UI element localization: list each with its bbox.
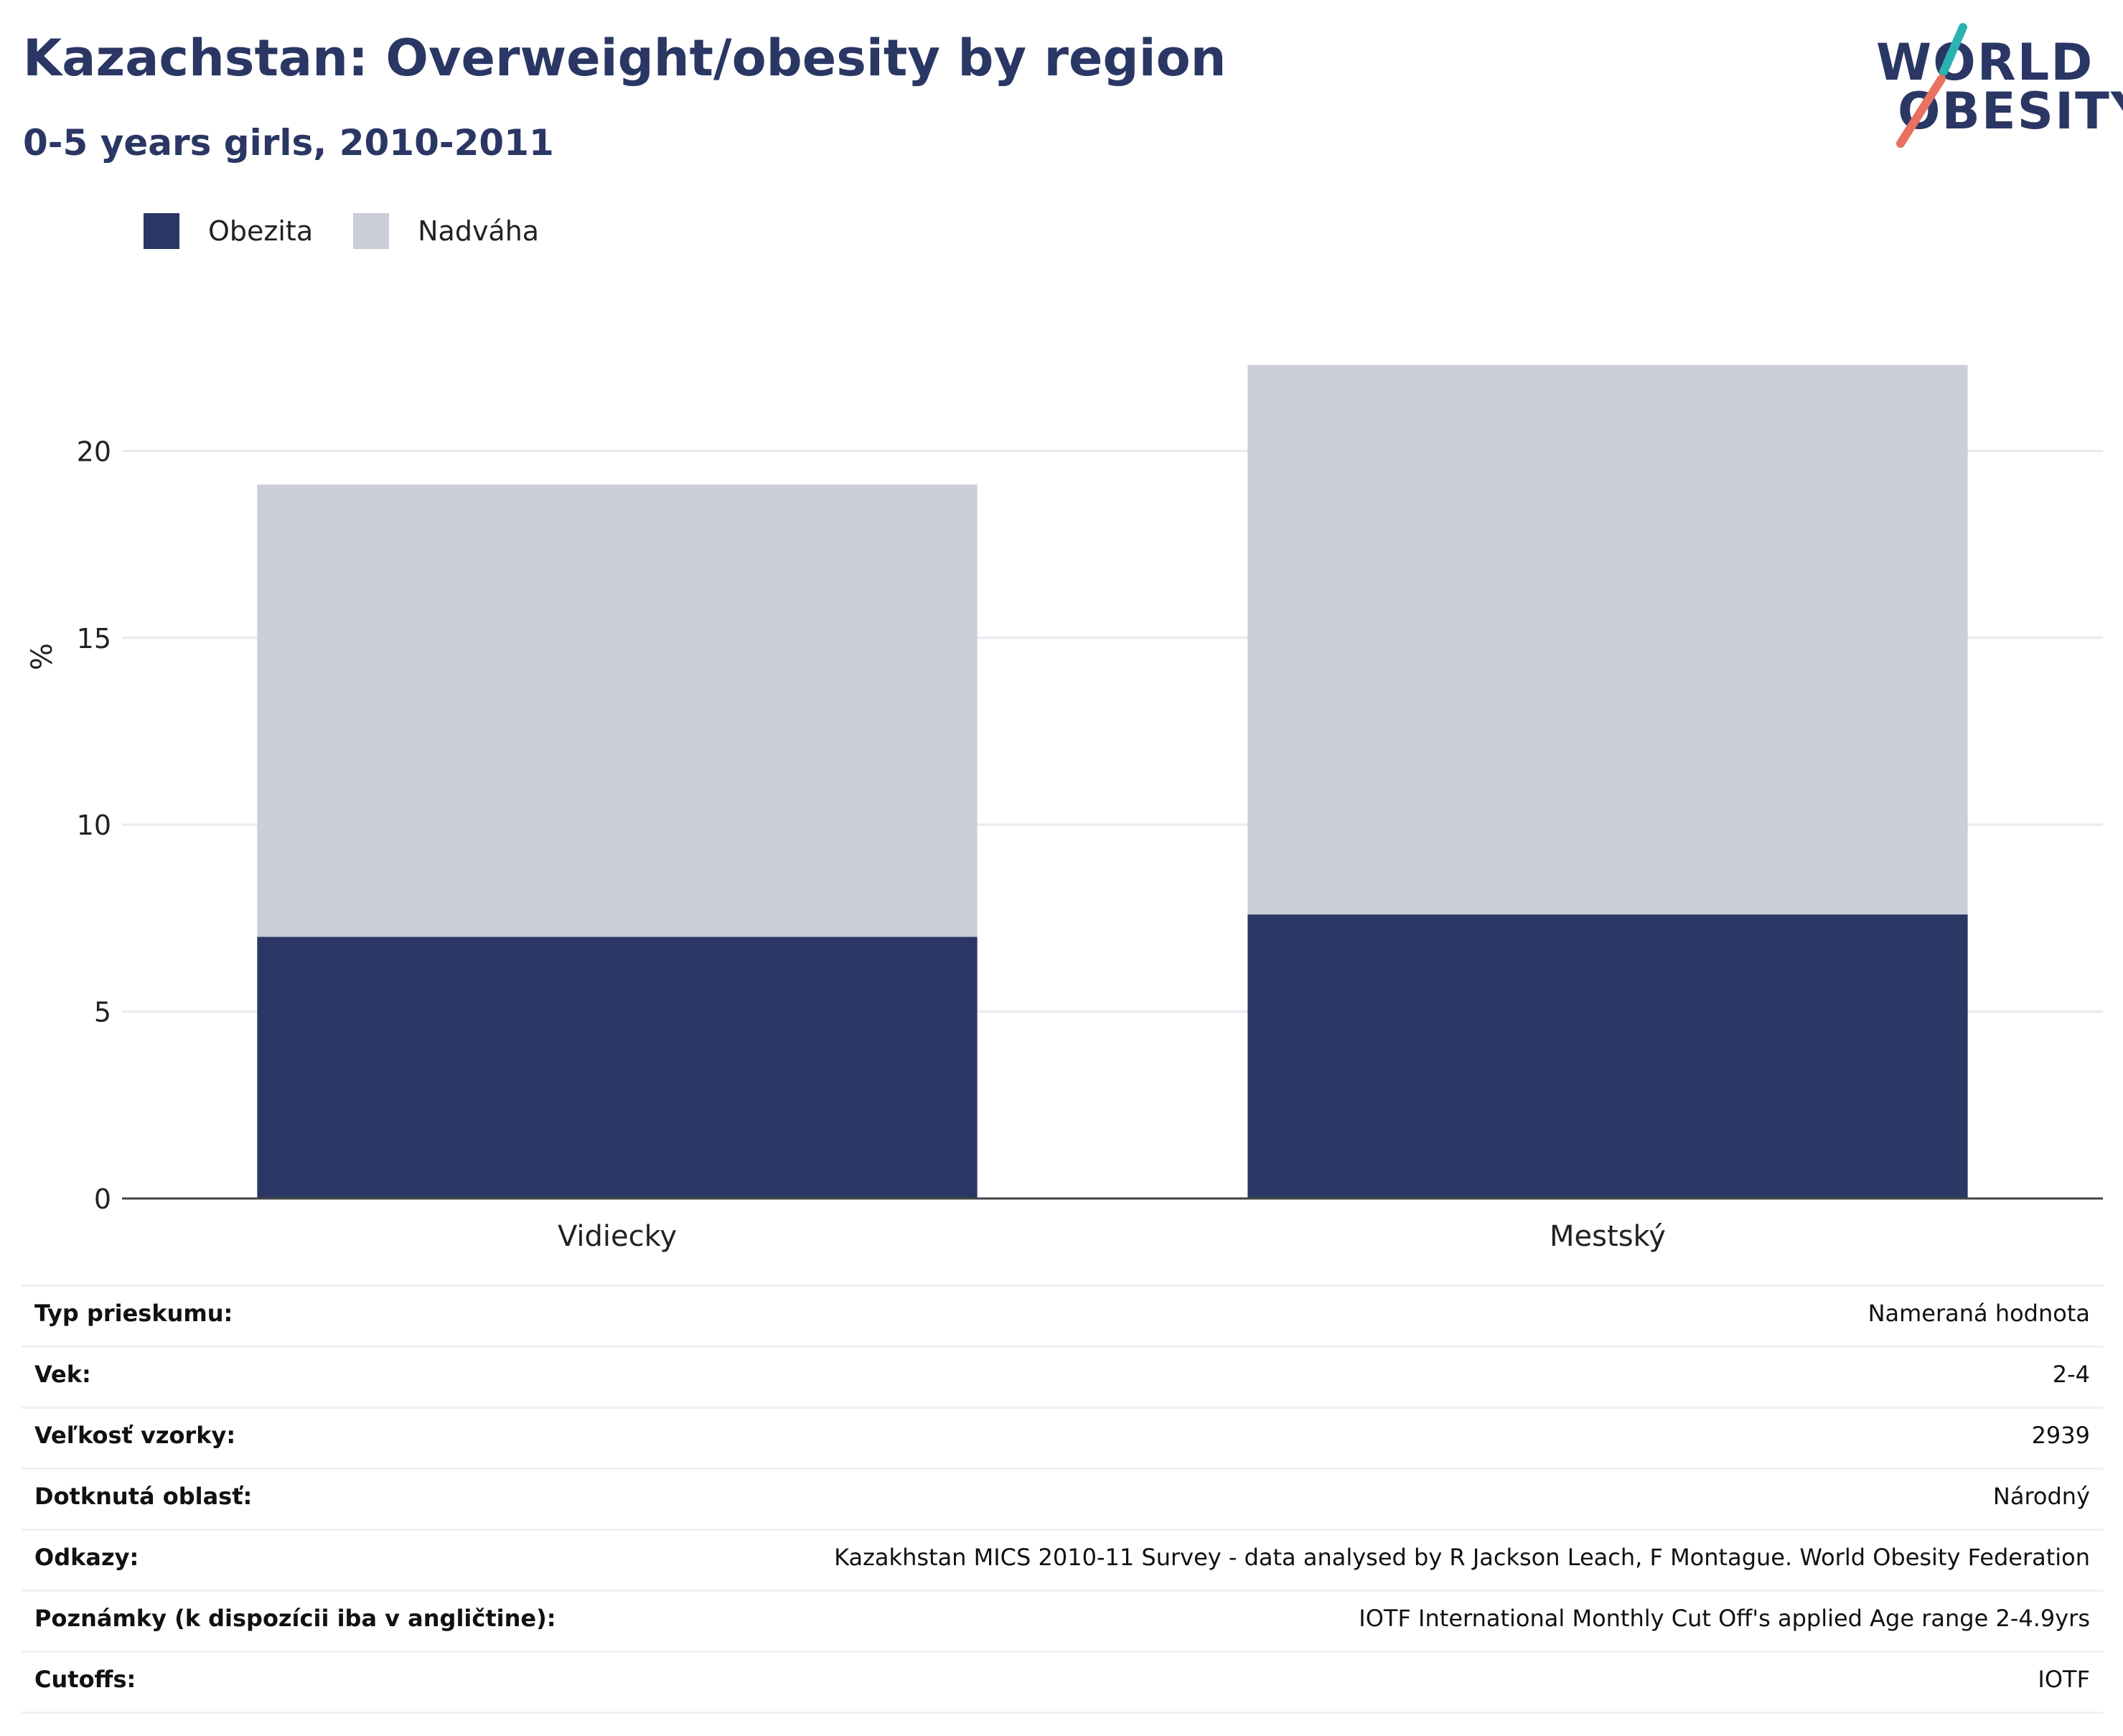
bar-segment-obezita bbox=[1247, 914, 1968, 1198]
bar-segment-nadvaha bbox=[1247, 365, 1968, 915]
logo-slash-icon bbox=[1896, 23, 1967, 148]
info-key: Cutoffs: bbox=[34, 1666, 136, 1693]
info-value: Kazakhstan MICS 2010-11 Survey - data an… bbox=[834, 1544, 2090, 1571]
info-value: Nameraná hodnota bbox=[1867, 1300, 2090, 1327]
stacked-bar-chart: 0 5 10 15 20% Vidiecky Mestský bbox=[26, 365, 2103, 1253]
legend-item-nadvaha[interactable]: Nadváha bbox=[353, 213, 539, 249]
legend-label-nadvaha: Nadváha bbox=[418, 215, 540, 247]
info-value: IOTF bbox=[2038, 1666, 2090, 1693]
legend-label-obezita: Obezita bbox=[208, 215, 314, 247]
info-key: Poznámky (k dispozícii iba v angličtine)… bbox=[34, 1605, 556, 1632]
page-subtitle: 0-5 years girls, 2010-2011 bbox=[23, 122, 554, 164]
info-value: Národný bbox=[1992, 1483, 2090, 1510]
info-row: Dotknutá oblasť: Národný bbox=[22, 1468, 2103, 1529]
bar-segment-obezita bbox=[257, 937, 978, 1198]
y-tick-label: 20 bbox=[77, 436, 111, 467]
info-key: Dotknutá oblasť: bbox=[34, 1483, 253, 1510]
info-value: IOTF International Monthly Cut Off's app… bbox=[1359, 1605, 2090, 1632]
info-row: Cutoffs: IOTF bbox=[22, 1651, 2103, 1714]
info-row: Veľkosť vzorky: 2939 bbox=[22, 1407, 2103, 1468]
info-value: 2-4 bbox=[2052, 1361, 2090, 1388]
x-tick-label: Vidiecky bbox=[558, 1220, 677, 1253]
legend-swatch-nadvaha bbox=[353, 213, 390, 249]
world-obesity-logo: WORLD OBESITY bbox=[1873, 22, 2123, 151]
info-key: Veľkosť vzorky: bbox=[34, 1422, 236, 1449]
y-tick-label: 0 bbox=[94, 1183, 111, 1215]
bar-segment-nadvaha bbox=[257, 484, 978, 937]
legend-item-obezita[interactable]: Obezita bbox=[144, 213, 313, 249]
info-row: Poznámky (k dispozícii iba v angličtine)… bbox=[22, 1590, 2103, 1651]
y-tick-label: 15 bbox=[77, 623, 111, 654]
info-row: Typ prieskumu: Nameraná hodnota bbox=[22, 1285, 2103, 1346]
x-tick-label: Mestský bbox=[1550, 1220, 1666, 1253]
info-value: 2939 bbox=[2031, 1422, 2090, 1449]
info-key: Vek: bbox=[34, 1361, 91, 1388]
y-axis-title: % bbox=[26, 643, 59, 670]
survey-info-table: Typ prieskumu: Nameraná hodnota Vek: 2-4… bbox=[22, 1285, 2103, 1714]
info-key: Odkazy: bbox=[34, 1544, 139, 1571]
info-key: Typ prieskumu: bbox=[34, 1300, 233, 1327]
logo-line-1: WORLD bbox=[1876, 33, 2094, 92]
y-tick-label: 5 bbox=[94, 997, 111, 1028]
y-tick-label: 10 bbox=[77, 810, 111, 841]
info-row: Vek: 2-4 bbox=[22, 1346, 2103, 1407]
legend-swatch-obezita bbox=[144, 213, 179, 249]
info-row: Odkazy: Kazakhstan MICS 2010-11 Survey -… bbox=[22, 1529, 2103, 1590]
page-title: Kazachstan: Overweight/obesity by region bbox=[23, 29, 1227, 88]
chart-legend: Obezita Nadváha bbox=[144, 212, 579, 250]
